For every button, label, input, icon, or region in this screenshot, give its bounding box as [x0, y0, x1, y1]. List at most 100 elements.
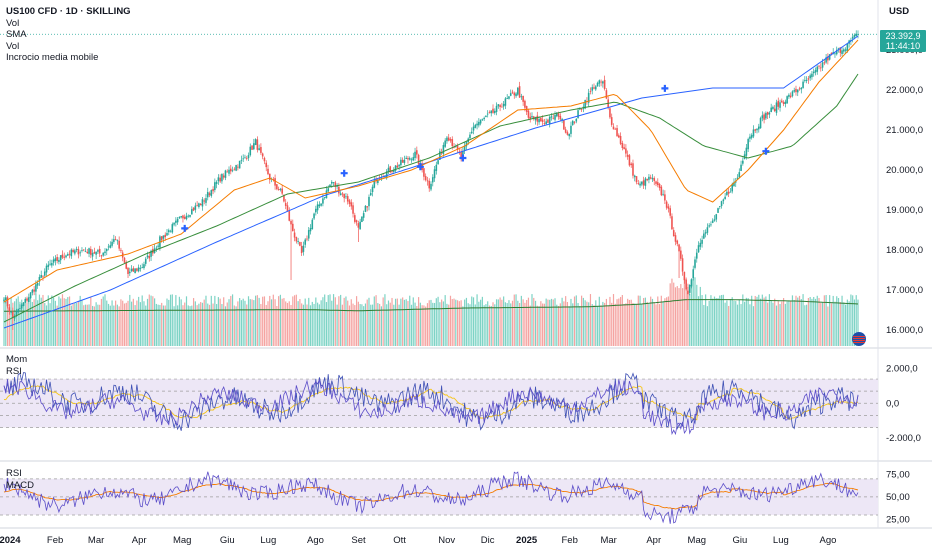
volume-bar — [841, 295, 843, 346]
candle-body — [162, 235, 165, 239]
legend-item-sma[interactable]: SMA — [6, 29, 27, 40]
candle-body — [203, 200, 206, 202]
candle-body — [697, 245, 700, 253]
legend-item-vol[interactable]: Vol — [6, 17, 20, 29]
volume-bar — [107, 303, 110, 346]
macd-label[interactable]: MACD — [6, 479, 34, 491]
volume-bar — [850, 294, 852, 346]
rsi-label[interactable]: RSI — [6, 365, 22, 377]
volume-bar — [88, 304, 90, 346]
volume-bar — [627, 298, 629, 346]
candle-body — [40, 274, 43, 278]
y-tick-label: 18.000,0 — [886, 245, 923, 256]
volume-bar — [839, 302, 841, 346]
candle-body — [772, 106, 774, 109]
candle-body — [398, 164, 400, 167]
candle-body — [102, 252, 105, 256]
candle-body — [506, 98, 508, 99]
candle-body — [841, 50, 843, 55]
volume-bar — [731, 297, 733, 346]
legend-item-vol-2[interactable]: Vol — [6, 40, 20, 52]
candle-body — [196, 205, 198, 207]
candle-body — [84, 250, 87, 252]
candle-body — [802, 81, 804, 88]
volume-bar — [518, 302, 521, 346]
x-tick-label: Set — [351, 535, 366, 546]
volume-bar — [83, 305, 85, 346]
candle-body — [375, 178, 377, 182]
volume-bar — [132, 298, 134, 346]
symbol-title[interactable]: US100 CFD · 1D · SKILLING — [6, 6, 131, 17]
volume-bar — [86, 304, 88, 346]
candle-body — [150, 250, 152, 257]
candle-body — [451, 139, 454, 146]
x-tick-label: Ago — [820, 535, 837, 546]
volume-bar — [37, 300, 39, 346]
candle-body — [637, 183, 640, 184]
volume-bar — [786, 301, 788, 346]
volume-bar — [458, 301, 460, 346]
candle-body — [346, 196, 349, 202]
volume-bar — [736, 304, 739, 346]
volume-bar — [283, 298, 285, 346]
volume-bar — [26, 302, 28, 346]
candle-body — [655, 181, 657, 184]
candle-body — [265, 162, 268, 168]
candle-body — [417, 154, 420, 165]
volume-bar — [846, 299, 848, 346]
volume-bar — [260, 304, 262, 346]
volume-bar — [315, 297, 317, 346]
candle-body — [844, 49, 847, 51]
legend-item-ma-cross[interactable]: Incrocio media mobile — [6, 52, 99, 63]
volume-bar — [322, 297, 324, 346]
candle-body — [681, 258, 684, 272]
candle-body — [214, 182, 216, 191]
volume-bar — [829, 295, 831, 346]
candle-body — [749, 136, 751, 139]
candle-body — [812, 71, 815, 74]
candle-body — [206, 191, 209, 198]
candle-body — [559, 115, 562, 120]
volume-bar — [683, 277, 685, 346]
candle-body — [414, 151, 416, 158]
momentum-label[interactable]: Mom — [6, 354, 28, 365]
volume-bar — [664, 298, 666, 346]
volume-bar — [139, 302, 142, 346]
candle-body — [309, 228, 312, 232]
x-tick-label: Apr — [132, 535, 147, 546]
volume-bar — [171, 294, 173, 346]
rsi2-label[interactable]: RSI — [6, 468, 22, 479]
candle-body — [191, 209, 193, 215]
volume-bar — [68, 296, 71, 346]
volume-bar — [722, 294, 724, 346]
candle-body — [88, 248, 90, 254]
volume-bar — [676, 286, 678, 346]
x-tick-label: 2025 — [516, 535, 538, 546]
volume-bar — [290, 304, 292, 346]
volume-bar — [129, 294, 131, 346]
volume-bar — [726, 300, 728, 346]
volume-bar — [614, 303, 616, 346]
volume-bar — [506, 303, 508, 346]
candle-body — [587, 92, 590, 103]
volume-bar — [547, 299, 549, 346]
volume-bar — [61, 294, 64, 346]
volume-bar — [262, 296, 264, 346]
volume-bar — [423, 305, 425, 346]
volume-bar — [754, 295, 756, 346]
volume-bar — [256, 295, 258, 346]
volume-bar — [157, 304, 159, 346]
candle-body — [665, 201, 668, 208]
candle-body — [65, 255, 67, 258]
volume-bar — [377, 303, 379, 346]
candle-body — [541, 119, 544, 122]
candle-body — [580, 109, 583, 110]
candle-body — [729, 191, 732, 193]
volume-bar — [28, 302, 30, 346]
volume-bar — [123, 303, 126, 346]
candle-body — [779, 102, 781, 108]
volume-bar — [767, 302, 769, 346]
candle-body — [837, 48, 840, 50]
volume-bar — [749, 304, 751, 346]
